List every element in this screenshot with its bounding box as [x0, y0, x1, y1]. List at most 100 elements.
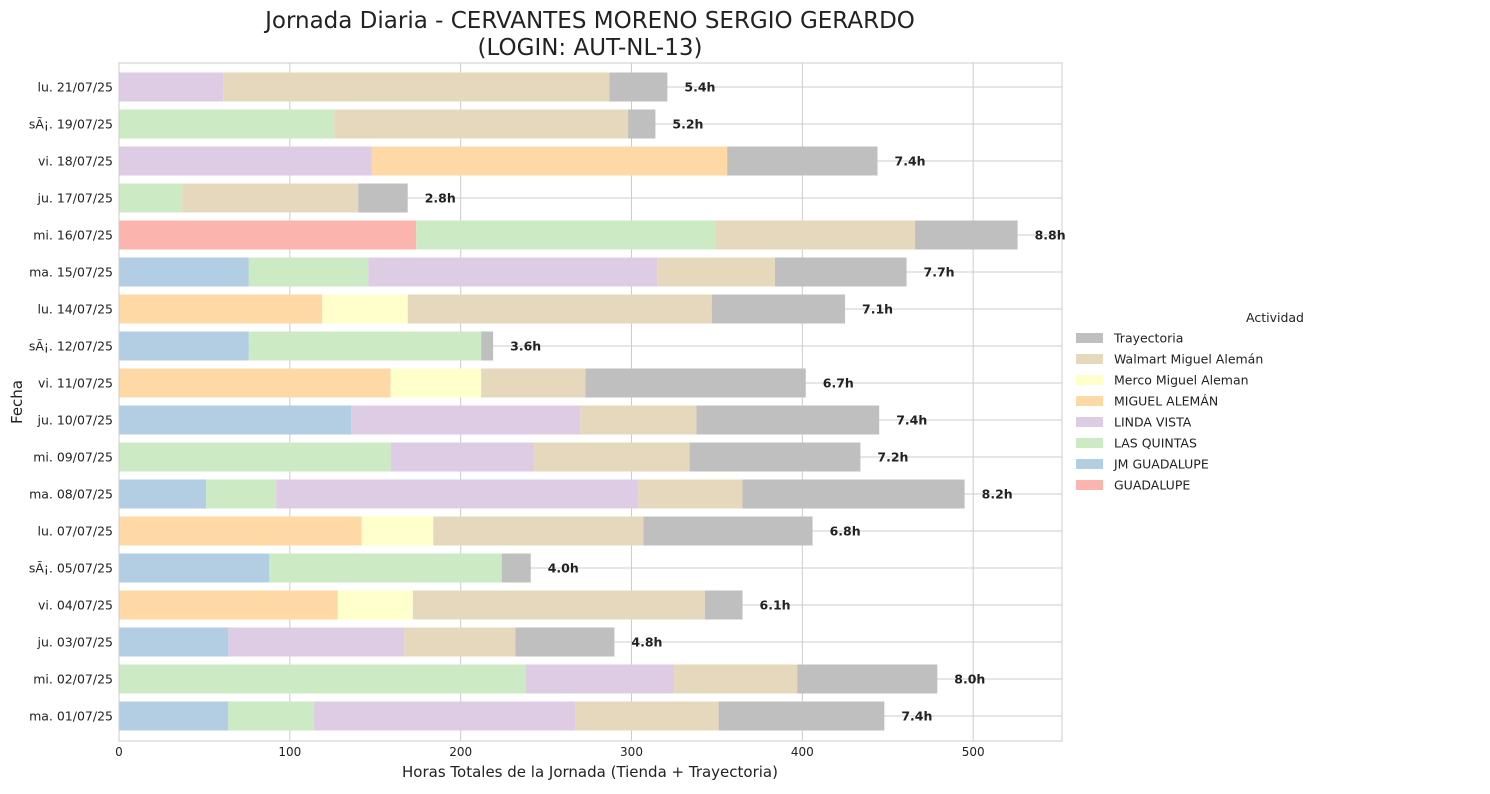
bar-segment: [276, 479, 639, 509]
y-tick-label: mi. 09/07/25: [33, 450, 113, 465]
legend-entry-label: Merco Miguel Aleman: [1114, 373, 1249, 388]
bar-segment: [119, 701, 229, 731]
total-label: 7.7h: [924, 265, 955, 280]
bar-segment: [696, 405, 880, 435]
bar-segment: [742, 479, 965, 509]
bar-segment: [368, 257, 658, 287]
y-tick-label: ma. 15/07/25: [29, 265, 113, 280]
total-label: 4.8h: [631, 635, 662, 650]
bar-segment: [337, 590, 413, 620]
bar-segment: [119, 553, 270, 583]
y-axis-label: Fecha: [8, 380, 26, 424]
y-tick-label: lu. 14/07/25: [38, 302, 113, 317]
bar-segment: [585, 368, 806, 398]
legend-title: Actividad: [1246, 310, 1304, 325]
bar-segment: [515, 627, 615, 657]
y-tick-label: ju. 03/07/25: [37, 635, 113, 650]
total-label: 6.7h: [823, 376, 854, 391]
legend-swatch: [1076, 396, 1103, 406]
bar-segment: [119, 183, 183, 213]
bar-segment: [704, 590, 743, 620]
bar-segment: [501, 553, 531, 583]
y-tick-label: ju. 10/07/25: [37, 413, 113, 428]
bar-segment: [481, 331, 494, 361]
total-label: 8.2h: [982, 487, 1013, 502]
chart-title-line: (LOGIN: AUT-NL-13): [478, 35, 703, 61]
y-tick-label: vi. 18/07/25: [38, 154, 113, 169]
legend-swatch: [1076, 417, 1103, 427]
bar-segment: [119, 627, 229, 657]
bar-segment: [248, 331, 482, 361]
bar-segment: [119, 442, 391, 472]
y-tick-label: ma. 08/07/25: [29, 487, 113, 502]
bar-segment: [797, 664, 938, 694]
chart-title-line: Jornada Diaria - CERVANTES MORENO SERGIO…: [263, 8, 915, 34]
legend-entry-label: GUADALUPE: [1114, 478, 1190, 493]
bar-segment: [915, 220, 1018, 250]
bar-segment: [390, 442, 535, 472]
total-label: 8.0h: [954, 672, 985, 687]
bar-segment: [711, 294, 846, 324]
y-tick-label: lu. 07/07/25: [38, 524, 113, 539]
legend-entry-label: JM GUADALUPE: [1113, 457, 1209, 472]
bar-segment: [119, 257, 249, 287]
bar-segment: [119, 590, 338, 620]
total-label: 6.1h: [760, 598, 791, 613]
legend-entry-label: LAS QUINTAS: [1114, 436, 1197, 451]
bar-segment: [407, 294, 712, 324]
bar-segment: [119, 479, 207, 509]
x-tick-label: 0: [115, 745, 123, 759]
bar-segment: [313, 701, 576, 731]
bar-segment: [404, 627, 516, 657]
bar-segment: [119, 109, 335, 139]
y-tick-label: sÃ¡. 12/07/25: [29, 339, 113, 354]
total-label: 7.4h: [896, 413, 927, 428]
x-axis-label: Horas Totales de la Jornada (Tienda + Tr…: [402, 763, 778, 781]
x-tick-label: 300: [620, 745, 643, 759]
bar-segment: [657, 257, 775, 287]
bar-segment: [643, 516, 813, 546]
y-tick-label: ma. 01/07/25: [29, 709, 113, 724]
x-tick-label: 100: [278, 745, 301, 759]
bar-segment: [228, 701, 314, 731]
total-label: 3.6h: [510, 339, 541, 354]
bar-segment: [433, 516, 644, 546]
bar-segment: [727, 146, 878, 176]
legend-swatch: [1076, 438, 1103, 448]
chart-title: Jornada Diaria - CERVANTES MORENO SERGIO…: [263, 8, 915, 61]
bar-segment: [525, 664, 675, 694]
bar-segment: [269, 553, 502, 583]
y-tick-label: mi. 16/07/25: [33, 228, 113, 243]
bar-segment: [412, 590, 705, 620]
y-tick-label: sÃ¡. 05/07/25: [29, 561, 113, 576]
bar-series: [119, 72, 1018, 731]
bar-segment: [358, 183, 408, 213]
bar-segment: [715, 220, 916, 250]
bar-segment: [119, 146, 372, 176]
bar-segment: [248, 257, 369, 287]
bar-segment: [361, 516, 434, 546]
bar-segment: [718, 701, 885, 731]
bar-segment: [371, 146, 728, 176]
legend-swatch: [1076, 354, 1103, 364]
bar-segment: [580, 405, 697, 435]
y-tick-label: vi. 11/07/25: [38, 376, 113, 391]
bar-segment: [119, 294, 323, 324]
total-label: 7.4h: [901, 709, 932, 724]
bar-segment: [119, 405, 352, 435]
bar-segment: [609, 72, 668, 102]
total-label: 8.8h: [1035, 228, 1066, 243]
total-label: 5.2h: [672, 117, 703, 132]
legend-swatch: [1076, 459, 1103, 469]
bar-segment: [575, 701, 719, 731]
y-tick-label: vi. 04/07/25: [38, 598, 113, 613]
bar-segment: [228, 627, 405, 657]
bar-segment: [119, 331, 249, 361]
bar-segment: [206, 479, 277, 509]
legend-entry-label: LINDA VISTA: [1114, 415, 1192, 430]
bar-segment: [223, 72, 610, 102]
bar-segment: [351, 405, 581, 435]
bar-segment: [638, 479, 743, 509]
